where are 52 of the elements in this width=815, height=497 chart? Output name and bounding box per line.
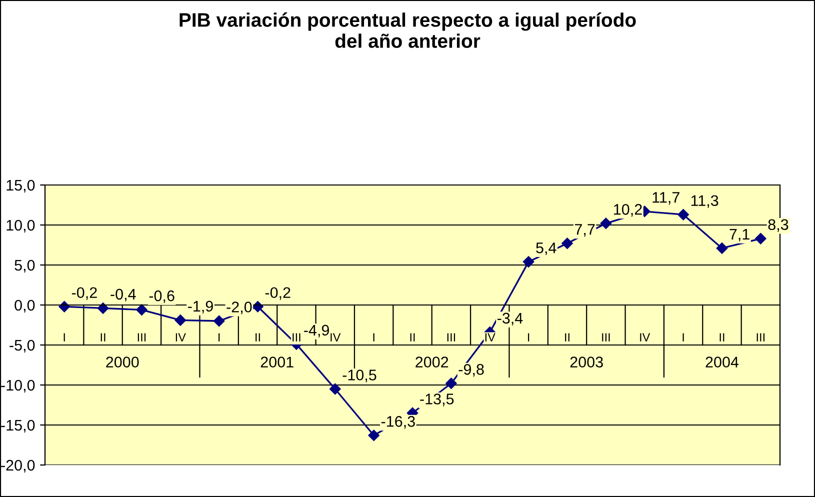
x-tick-label: III [602,333,610,342]
x-tick-label: III [292,333,300,342]
x-tick-label: I [373,333,374,342]
y-tick-label: -5,0 [10,340,35,352]
data-label: 10,2 [614,204,642,217]
x-tick-label: II [720,333,724,342]
y-tick-label: 15,0 [6,180,35,192]
y-tick-label: -10,0 [1,380,35,392]
y-tick-label: 0,0 [14,300,35,312]
chart-title: PIB variación porcentual respecto a igual período del año anterior [180,12,636,48]
data-label: -4,9 [304,324,329,338]
x-tick-label: IV [330,333,341,342]
data-label: 11,3 [691,195,718,208]
data-label: 8,3 [768,219,788,232]
annotation: 2001 [260,356,294,368]
x-tick-label: I [64,333,65,342]
annotation: 2000 [106,356,139,368]
data-label: -1,9 [188,300,213,314]
data-label: 7,7 [574,224,595,237]
x-tick-label: I [218,333,220,342]
data-label: -3,4 [497,312,523,326]
x-tick-label: III [447,333,456,342]
data-label: -0,2 [265,287,290,300]
data-label: -16,3 [381,416,415,429]
y-tick-label: 10,0 [6,220,35,232]
x-tick-label: IV [485,333,496,342]
data-label: -0,6 [149,290,174,304]
data-label: -2,0 [226,302,252,314]
y-tick-label: 5,0 [14,260,35,272]
data-label: 5,4 [536,242,556,256]
data-label: -9,8 [458,364,484,377]
data-label: -0,2 [72,287,97,300]
data-label: 11,7 [652,192,680,205]
annotation: 2002 [416,356,448,368]
annotation: 2003 [570,356,603,368]
x-tick-label: III [756,333,764,342]
x-tick-label: IV [640,333,650,342]
x-tick-label: II [256,333,260,342]
y-tick-label: -15,0 [1,420,35,432]
data-label: -0,4 [110,288,136,302]
x-tick-label: II [565,333,570,342]
data-label: -10,5 [342,370,376,382]
data-label: -13,5 [420,394,454,406]
y-tick-label: -20,0 [1,460,35,472]
x-tick-label: II [100,333,106,342]
x-tick-label: II [410,333,415,342]
x-tick-label: III [138,333,146,342]
x-tick-label: IV [176,333,186,342]
annotation: 2004 [706,356,739,368]
x-tick-label: I [528,333,530,342]
data-label: 7,1 [730,228,750,242]
x-tick-label: I [682,333,684,342]
